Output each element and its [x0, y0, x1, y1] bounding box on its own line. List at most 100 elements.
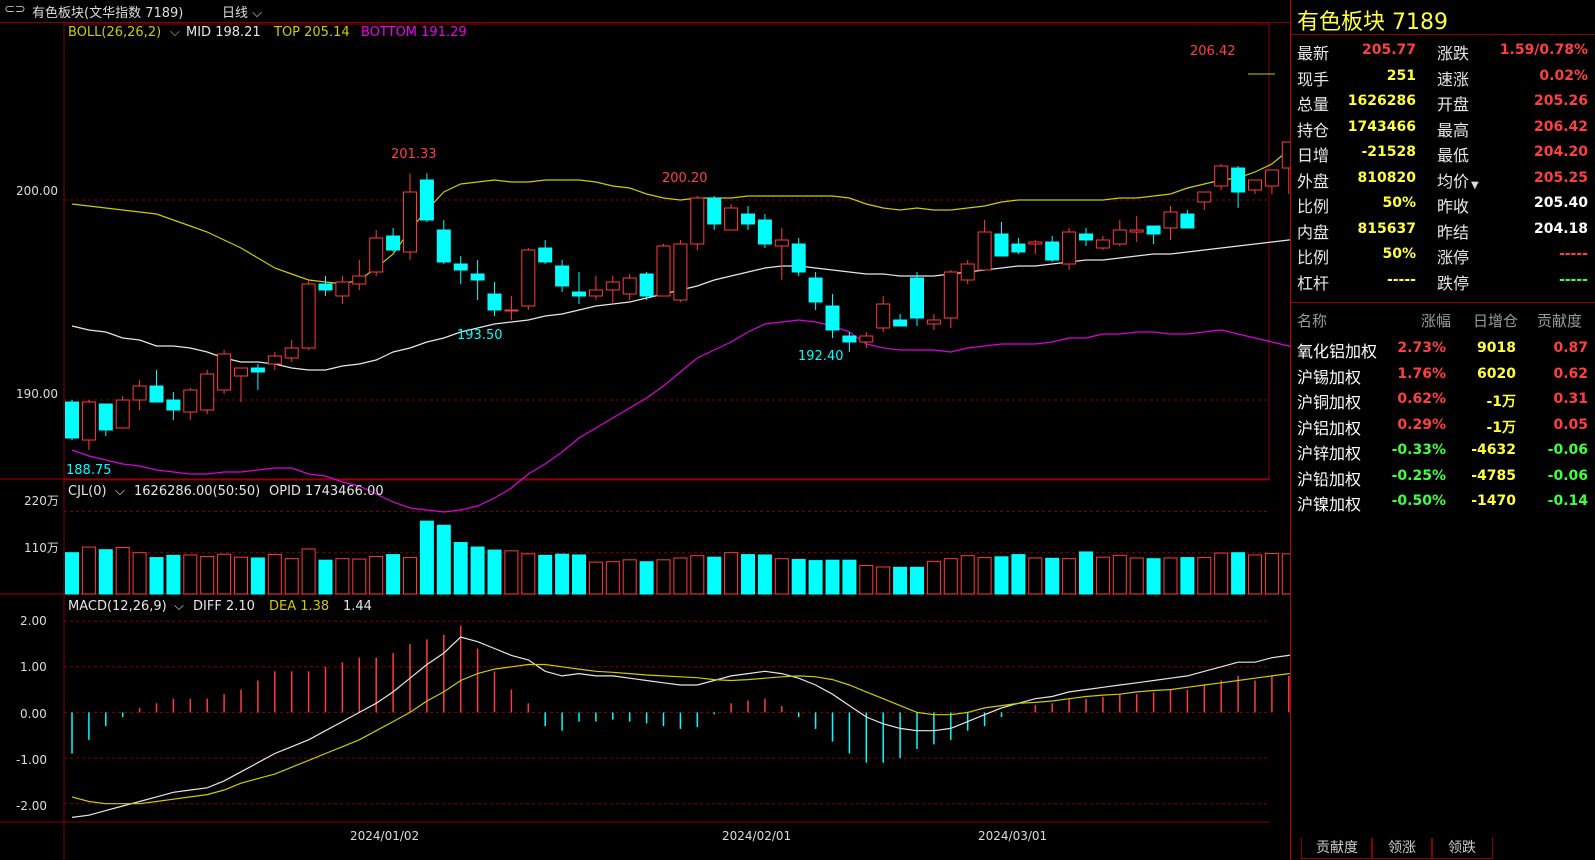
list-item-name[interactable]: 沪铝加权	[1297, 418, 1362, 438]
list-header-change[interactable]: 涨幅	[1421, 312, 1452, 330]
list-item-change[interactable]: 1.76%	[1397, 365, 1446, 382]
volume-bar	[1028, 557, 1043, 595]
candle	[436, 229, 451, 263]
candle	[1011, 243, 1026, 253]
list-item-name[interactable]: 沪镍加权	[1297, 495, 1362, 514]
list-item-name[interactable]: 沪锡加权	[1297, 367, 1362, 387]
macd-axis-label: 0.00	[20, 707, 47, 721]
list-item-name[interactable]: 沪铜加权	[1297, 393, 1362, 412]
quote-label: 现手	[1297, 69, 1330, 89]
quote-label: 最新	[1297, 44, 1330, 63]
list-item-change[interactable]: 0.29%	[1397, 416, 1446, 433]
volume-bar	[166, 554, 181, 595]
list-header-oi[interactable]: 日增仓	[1473, 312, 1519, 330]
volume-bar	[977, 557, 992, 595]
candle	[419, 179, 434, 221]
macd-hist-value: 1.44	[343, 599, 372, 614]
volume-bar	[1045, 557, 1060, 595]
tab-contribution[interactable]: 贡献度	[1301, 838, 1373, 859]
candle	[926, 319, 941, 325]
list-item-oi[interactable]: 6020	[1477, 365, 1516, 382]
quote-value: 1626286	[1347, 93, 1416, 109]
chevron-down-icon: ⌵	[252, 6, 263, 21]
candle	[1129, 229, 1144, 233]
volume-bar	[436, 524, 451, 595]
volume-bar	[1231, 552, 1246, 595]
candle	[318, 283, 333, 291]
date-axis-label: 2024/03/01	[978, 829, 1047, 843]
boll-label[interactable]: BOLL(26,26,2)	[68, 25, 161, 40]
chevron-down-icon[interactable]: ⌵	[174, 599, 184, 614]
candle	[910, 277, 924, 319]
quote-value: -----	[1386, 271, 1416, 288]
list-item-contrib[interactable]: 0.87	[1553, 340, 1588, 356]
volume-bar	[267, 554, 282, 595]
chevron-down-icon[interactable]: ⌵	[115, 484, 125, 499]
candle	[639, 273, 654, 297]
list-item-change[interactable]: 2.73%	[1397, 340, 1446, 356]
quote-label: 涨停	[1437, 248, 1470, 267]
chevron-down-icon[interactable]: ⌵	[170, 25, 180, 40]
candle	[1180, 213, 1195, 229]
candle	[81, 401, 96, 441]
candle	[1248, 179, 1262, 191]
list-item-name[interactable]: 氧化铝加权	[1297, 342, 1378, 361]
volume-bar	[656, 559, 671, 595]
list-header-contrib[interactable]: 贡献度	[1537, 312, 1583, 330]
list-item-contrib[interactable]: 0.05	[1553, 416, 1588, 433]
list-item-oi[interactable]: -1万	[1486, 394, 1516, 410]
instrument-title[interactable]: 有色板块(文华指数 7189)	[32, 6, 184, 21]
list-item-oi[interactable]: -1470	[1471, 493, 1516, 509]
list-item-name[interactable]: 沪锌加权	[1297, 444, 1362, 463]
list-item-change[interactable]: -0.50%	[1391, 493, 1446, 509]
tab-leading-down[interactable]: 领跌	[1431, 838, 1493, 859]
candle	[1231, 167, 1246, 193]
volume-bar	[352, 558, 367, 595]
volume-bar	[1146, 558, 1161, 595]
period-selector[interactable]: 日线 ⌵	[222, 6, 263, 21]
boll-mid-value: MID 198.21	[186, 25, 261, 40]
annotation-low: 193.50	[457, 328, 503, 343]
cjl-label[interactable]: CJL(0)	[68, 484, 107, 499]
volume-bar	[149, 557, 164, 595]
list-header-name[interactable]: 名称	[1297, 312, 1328, 330]
list-item-change[interactable]: -0.25%	[1391, 467, 1446, 484]
list-item-change[interactable]: -0.33%	[1391, 442, 1446, 458]
list-item-contrib[interactable]: 0.31	[1553, 391, 1588, 407]
macd-label[interactable]: MACD(12,26,9)	[68, 599, 167, 614]
list-item-oi[interactable]: 9018	[1477, 340, 1516, 356]
volume-bar	[960, 555, 975, 595]
candle	[200, 373, 215, 411]
boll-mid-line	[71, 239, 1290, 371]
volume-bar	[183, 554, 198, 595]
list-item-oi[interactable]: -1万	[1486, 419, 1516, 436]
list-item-name[interactable]: 沪铅加权	[1297, 469, 1362, 489]
candle	[453, 263, 468, 271]
list-item-change[interactable]: 0.62%	[1397, 391, 1446, 407]
annotation-high: 200.20	[662, 171, 708, 186]
list-item-contrib[interactable]: 0.62	[1553, 365, 1588, 382]
candle	[65, 401, 79, 439]
candle	[808, 277, 823, 303]
quote-value: 50%	[1382, 246, 1416, 262]
volume-bar	[470, 546, 485, 595]
caret-down-icon[interactable]: ▼	[1471, 180, 1479, 191]
chart-area[interactable]: BOLL(26,26,2) ⌵ MID 198.21 TOP 205.14 BO…	[0, 22, 1290, 860]
volume-bar	[555, 553, 570, 595]
candle	[504, 309, 519, 312]
volume-bar	[943, 558, 958, 595]
quote-label: 均价	[1437, 171, 1470, 191]
list-item-contrib[interactable]: -0.06	[1547, 442, 1588, 458]
list-item-oi[interactable]: -4632	[1471, 442, 1516, 458]
list-item-oi[interactable]: -4785	[1471, 467, 1516, 484]
list-item-contrib[interactable]: -0.14	[1547, 493, 1588, 509]
candle	[774, 239, 789, 247]
quote-value: -21528	[1361, 144, 1416, 160]
candle	[1146, 225, 1161, 235]
link-icon[interactable]: ⊂⊃	[4, 2, 26, 17]
candle	[538, 247, 553, 263]
quote-label: 外盘	[1297, 171, 1330, 191]
tab-leading-up[interactable]: 领涨	[1371, 838, 1433, 859]
list-item-contrib[interactable]: -0.06	[1547, 467, 1588, 484]
volume-bar	[234, 556, 248, 595]
